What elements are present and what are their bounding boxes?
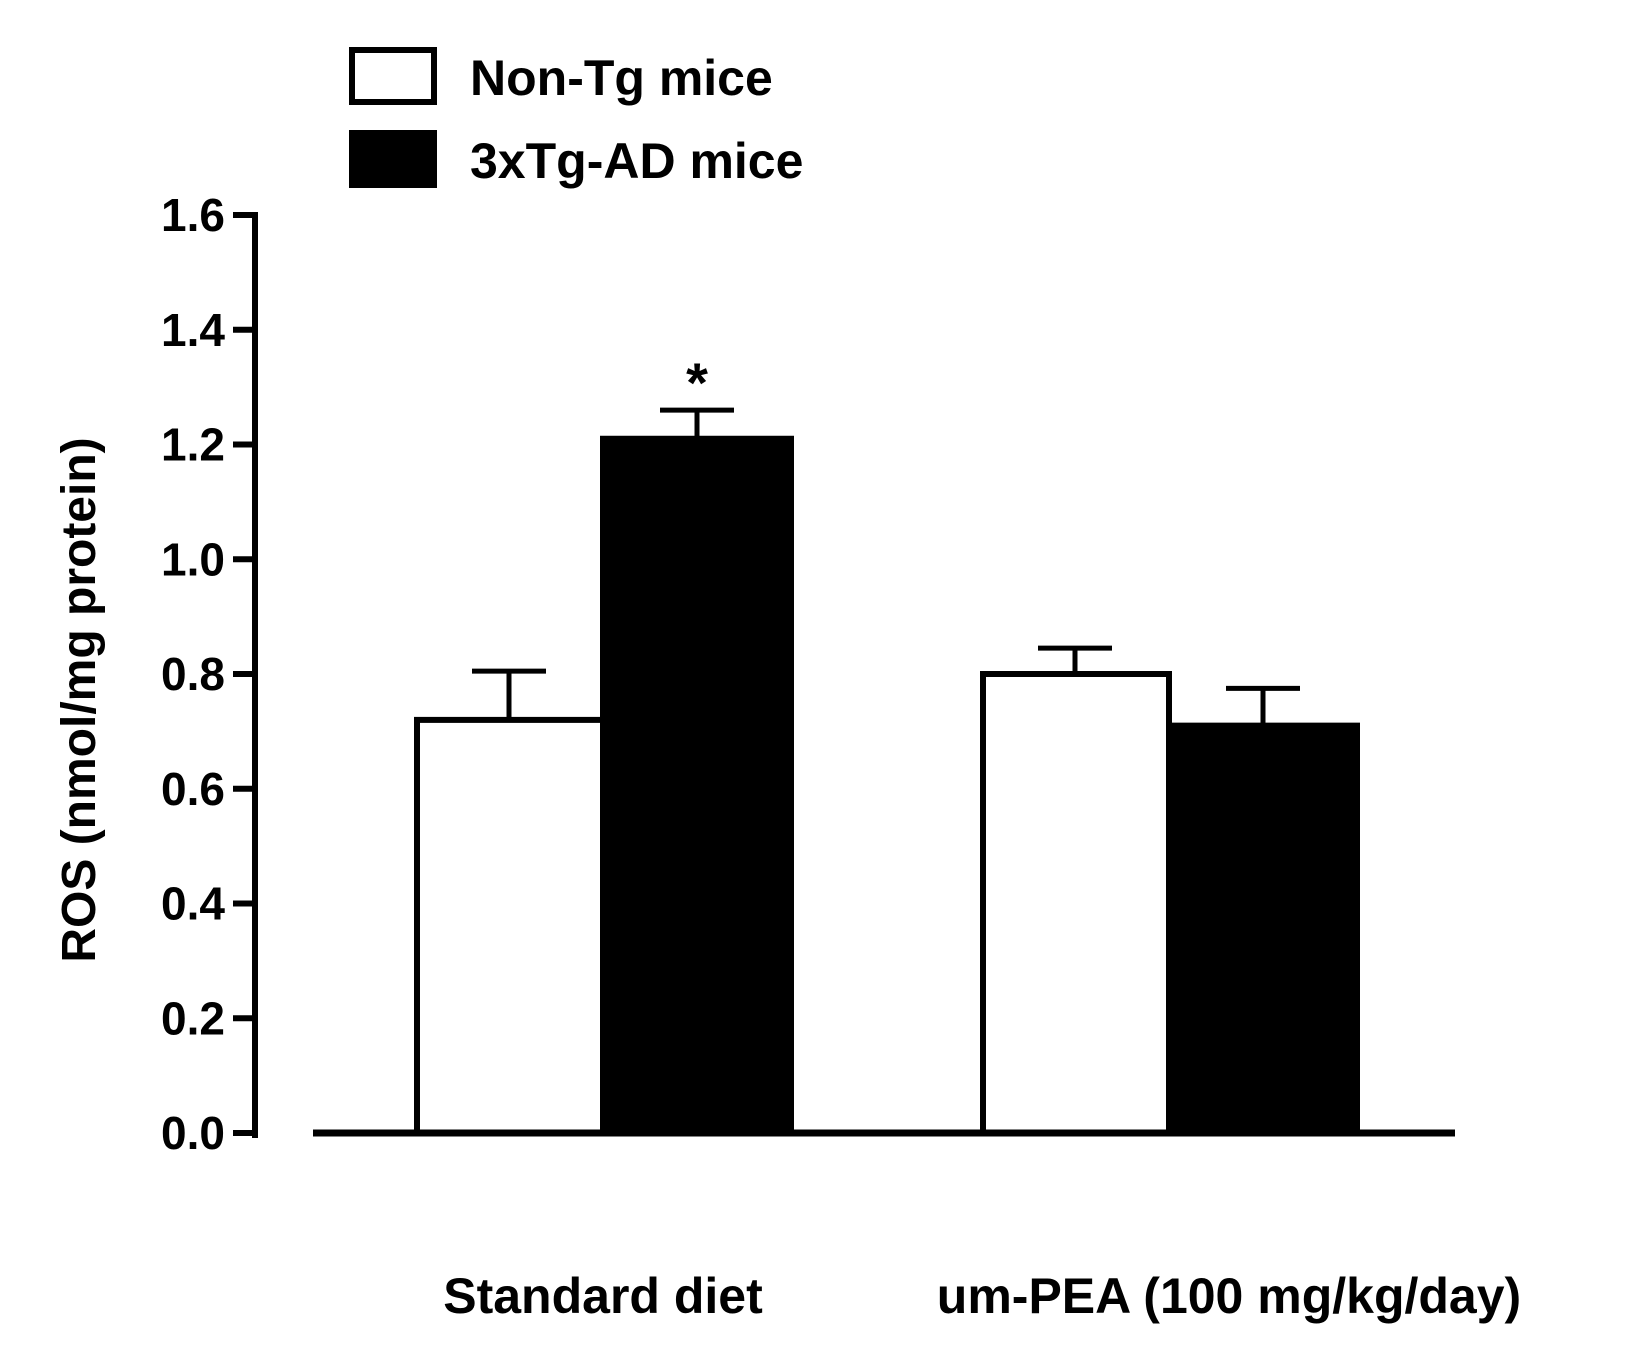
x-category-label: Standard diet [443, 1268, 763, 1324]
y-tick-label: 0.8 [161, 648, 225, 700]
y-tick-label: 0.6 [161, 763, 225, 815]
x-axis: Standard diet um-PEA (100 mg/kg/day) [313, 1129, 1521, 1324]
bar-3xtg-ad-um-pea [1166, 722, 1360, 1136]
y-tick-label: 1.2 [161, 419, 225, 471]
legend-swatch [349, 47, 437, 105]
legend: Non-Tg mice 3xTg-AD mice [349, 47, 803, 189]
y-axis-label: ROS (nmol/mg protein) [53, 437, 106, 962]
legend-label: 3xTg-AD mice [470, 133, 803, 189]
y-tick-label: 1.4 [161, 304, 225, 356]
y-axis: 0.0 0.2 0.4 0.6 0.8 1.0 1.2 1.4 1.6 [161, 189, 258, 1159]
legend-swatch [349, 130, 437, 188]
y-tick-label: 0.4 [161, 878, 225, 930]
y-tick-label: 1.0 [161, 533, 225, 585]
legend-label: Non-Tg mice [470, 50, 773, 106]
bars: * [414, 351, 1360, 1137]
x-category-label: um-PEA (100 mg/kg/day) [937, 1268, 1521, 1324]
bar-3xtg-ad-standard-diet [600, 435, 794, 1136]
y-tick-label: 0.0 [161, 1107, 225, 1159]
y-tick-label: 1.6 [161, 189, 225, 241]
bar-non-tg-standard-diet [414, 716, 606, 1137]
y-tick-label: 0.2 [161, 992, 225, 1044]
bar-non-tg-um-pea [980, 671, 1172, 1136]
significance-asterisk: * [686, 351, 708, 414]
